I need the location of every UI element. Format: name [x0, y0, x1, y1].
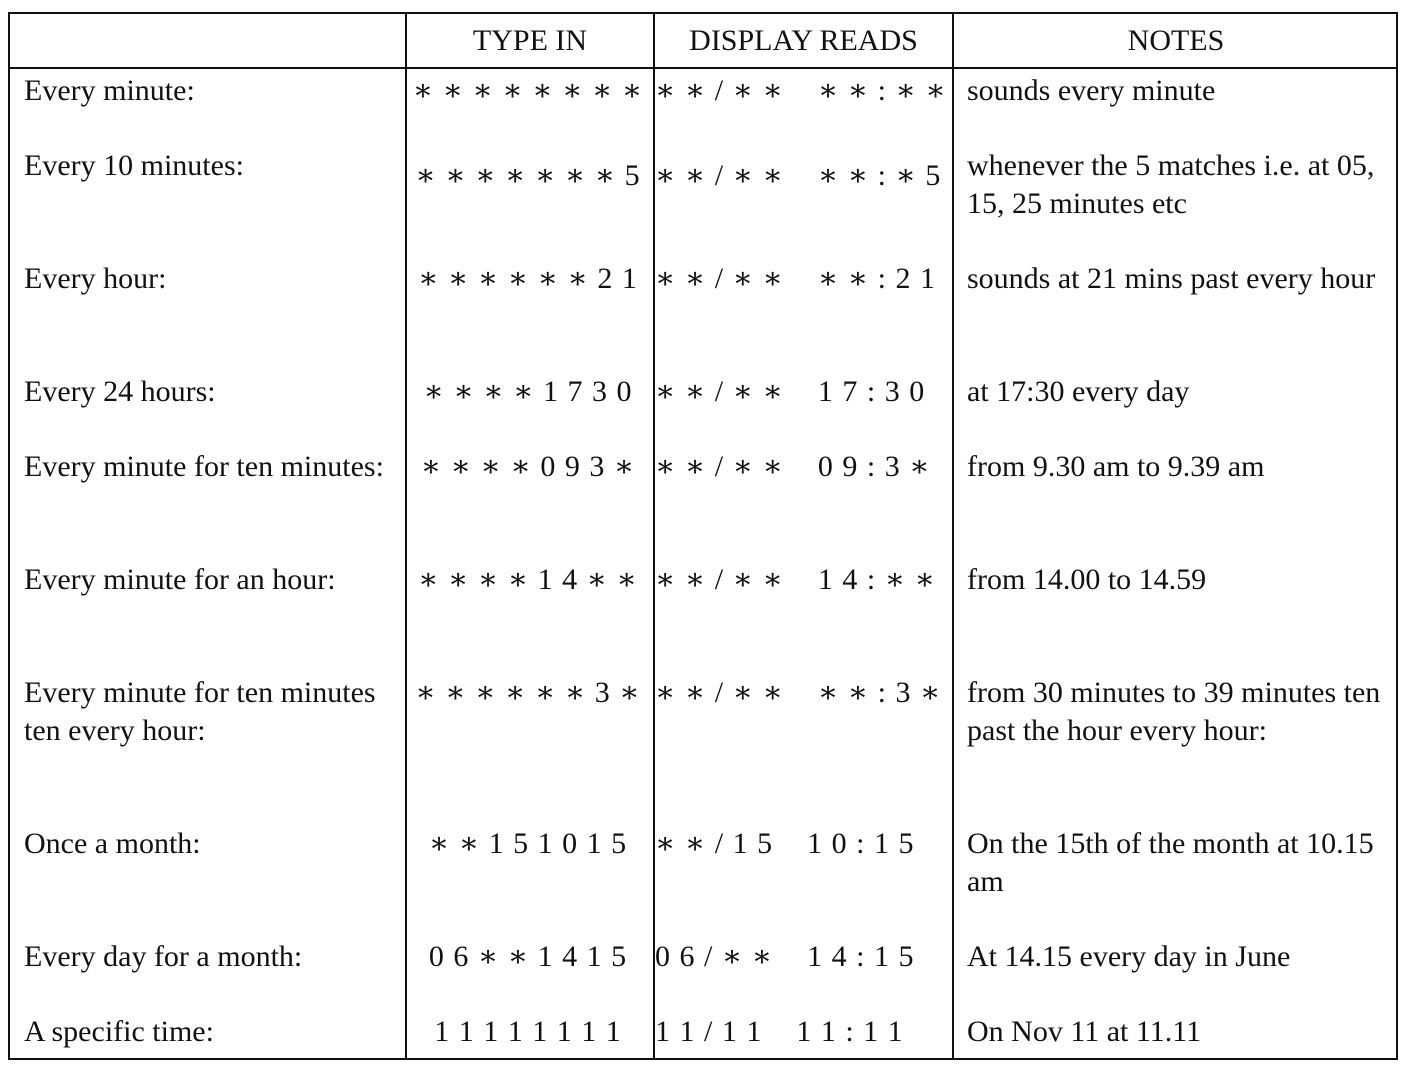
- row-label: Every minute for ten minutes ten every h…: [24, 676, 384, 747]
- row-label: Every 24 hours:: [24, 375, 216, 408]
- type-in-cell: 0 6 ∗ ∗ 1 4 1 5: [428, 940, 628, 973]
- row-label: Once a month:: [24, 827, 201, 860]
- row-label: A specific time:: [24, 1015, 214, 1048]
- type-in-cell: ∗ ∗ ∗ ∗ ∗ ∗ 3 ∗: [415, 676, 641, 709]
- notes-cell: At 14.15 every day in June: [967, 940, 1291, 973]
- type-in-cell: ∗ ∗ ∗ ∗ ∗ ∗ ∗ ∗: [412, 74, 644, 107]
- display-reads-cell: ∗ ∗ / ∗ ∗ ∗ ∗ : ∗ 5: [655, 159, 942, 192]
- column-divider: [653, 14, 655, 1058]
- column-divider: [405, 14, 407, 1058]
- header-blank: [10, 14, 405, 67]
- row-label: Every minute for an hour:: [24, 563, 336, 596]
- type-in-cell: ∗ ∗ ∗ ∗ 1 7 3 0: [423, 375, 633, 408]
- display-reads-cell: ∗ ∗ / ∗ ∗ 0 9 : 3 ∗: [655, 450, 931, 483]
- row-label: Every 10 minutes:: [24, 149, 244, 182]
- notes-cell: sounds every minute: [967, 74, 1216, 107]
- notes-cell: from 14.00 to 14.59: [967, 563, 1207, 596]
- type-in-cell: ∗ ∗ ∗ ∗ 0 9 3 ∗: [420, 450, 636, 483]
- type-in-cell: ∗ ∗ 1 5 1 0 1 5: [428, 827, 628, 860]
- display-reads-cell: ∗ ∗ / ∗ ∗ 1 4 : ∗ ∗: [655, 563, 937, 596]
- display-reads-cell: ∗ ∗ / ∗ ∗ ∗ ∗ : 2 1: [655, 262, 937, 295]
- notes-cell: from 9.30 am to 9.39 am: [967, 450, 1265, 483]
- display-reads-cell: 0 6 / ∗ ∗ 1 4 : 1 5: [655, 940, 915, 973]
- display-reads-cell: 1 1 / 1 1 1 1 : 1 1: [655, 1015, 904, 1048]
- notes-cell: On Nov 11 at 11.11: [967, 1015, 1202, 1048]
- row-label: Every minute for ten minutes:: [24, 450, 384, 483]
- type-in-cell: ∗ ∗ ∗ ∗ ∗ ∗ ∗ 5: [415, 159, 641, 192]
- notes-cell: whenever the 5 matches i.e. at 05, 15, 2…: [967, 149, 1382, 220]
- header-notes: NOTES: [1127, 24, 1225, 57]
- display-reads-cell: ∗ ∗ / ∗ ∗ ∗ ∗ : ∗ ∗: [655, 74, 947, 107]
- header-type-in: TYPE IN: [472, 24, 588, 57]
- type-in-cell: ∗ ∗ ∗ ∗ ∗ ∗ 2 1: [418, 262, 638, 295]
- schedule-table: TYPE IN DISPLAY READS NOTES Every minute…: [8, 12, 1398, 1060]
- display-reads-cell: ∗ ∗ / ∗ ∗ 1 7 : 3 0: [655, 375, 926, 408]
- notes-cell: On the 15th of the month at 10.15 am: [967, 827, 1382, 898]
- display-reads-cell: ∗ ∗ / ∗ ∗ ∗ ∗ : 3 ∗: [655, 676, 942, 709]
- type-in-cell: 1 1 1 1 1 1 1 1: [434, 1015, 622, 1048]
- column-divider: [952, 14, 954, 1058]
- type-in-cell: ∗ ∗ ∗ ∗ 1 4 ∗ ∗: [418, 563, 638, 596]
- row-label: Every minute:: [24, 74, 195, 107]
- header-display-reads: DISPLAY READS: [689, 24, 918, 57]
- row-label: Every hour:: [24, 262, 167, 295]
- notes-cell: sounds at 21 mins past every hour: [967, 262, 1376, 295]
- display-reads-cell: ∗ ∗ / 1 5 1 0 : 1 5: [655, 827, 915, 860]
- notes-cell: from 30 minutes to 39 minutes ten past t…: [967, 676, 1388, 747]
- notes-cell: at 17:30 every day: [967, 375, 1190, 408]
- header-divider: [10, 67, 1396, 69]
- row-label: Every day for a month:: [24, 940, 303, 973]
